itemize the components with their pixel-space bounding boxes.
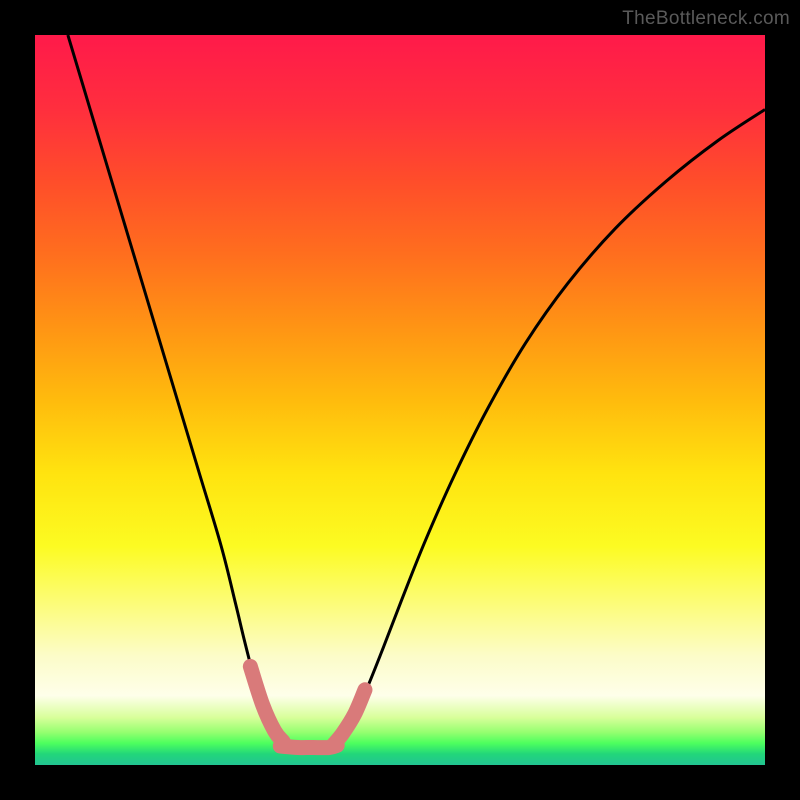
marker-left bbox=[250, 666, 283, 741]
marker-right bbox=[334, 690, 365, 745]
bottleneck-chart bbox=[35, 35, 765, 765]
watermark-text: TheBottleneck.com bbox=[622, 8, 790, 30]
curve-left-branch bbox=[68, 35, 292, 747]
curve-overlay bbox=[35, 35, 765, 765]
curve-right-branch bbox=[331, 109, 765, 747]
